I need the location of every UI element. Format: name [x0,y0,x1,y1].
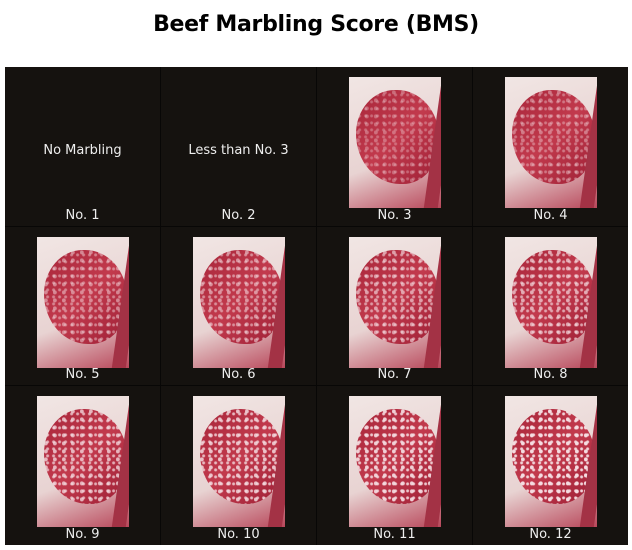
grade-cell-6: No. 6 [161,226,316,386]
beef-photo [192,236,285,368]
beef-photo [504,396,597,528]
grade-cell-2: Less than No. 3 No. 2 [161,67,316,226]
grade-label: No. 8 [533,367,568,383]
beef-photo [348,236,441,368]
grade-cell-10: No. 10 [161,386,316,545]
grade-label: No. 9 [65,527,100,542]
beef-photo [36,236,129,368]
grade-cell-1: No Marbling No. 1 [5,67,160,226]
grade-label: No. 5 [65,367,100,383]
grade-cell-5: No. 5 [5,226,160,386]
grade-label: No. 6 [221,367,256,383]
beef-photo [36,396,129,528]
grade-label: No. 11 [373,527,416,542]
grade-label: No. 2 [221,207,256,223]
grade-cell-9: No. 9 [5,386,160,545]
beef-photo [504,236,597,368]
marbling-grid: No Marbling No. 1 Less than No. 3 No. 2 … [5,67,628,545]
grade-cell-4: No. 4 [473,67,628,226]
grade-description: Less than No. 3 [188,143,289,158]
grade-label: No. 12 [529,527,572,542]
grade-cell-8: No. 8 [473,226,628,386]
grade-label: No. 1 [65,207,100,223]
grade-label: No. 10 [217,527,260,542]
grade-label: No. 4 [533,207,568,223]
page-title: Beef Marbling Score (BMS) [153,12,479,37]
grade-cell-11: No. 11 [317,386,472,545]
beef-photo [348,396,441,528]
beef-photo [504,77,597,208]
beef-photo [192,396,285,528]
grade-cell-3: No. 3 [317,67,472,226]
grade-label: No. 7 [377,367,412,383]
grade-label: No. 3 [377,207,412,223]
grade-cell-7: No. 7 [317,226,472,386]
grade-description: No Marbling [43,143,122,158]
grade-cell-12: No. 12 [473,386,628,545]
beef-photo [348,77,441,208]
